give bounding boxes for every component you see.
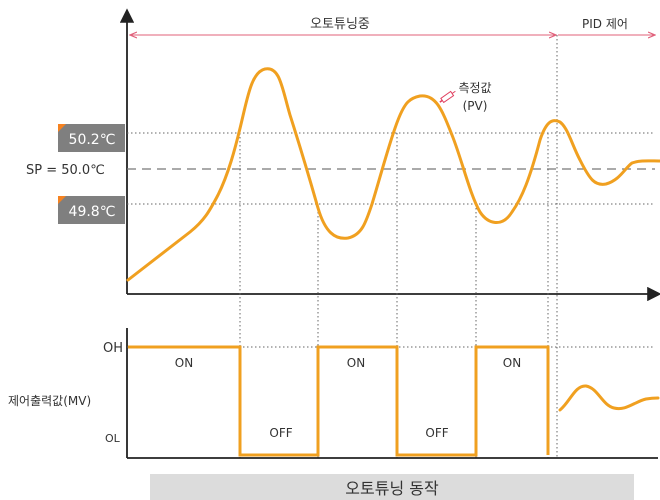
mv-output-wave [128, 345, 550, 457]
upper-band-box: 50.2℃ [58, 124, 125, 152]
syringe-icon [439, 90, 456, 104]
lower-band-label: 49.8℃ [69, 204, 116, 220]
mv-pid-wave [558, 384, 660, 412]
pv-abbr: (PV) [463, 99, 488, 113]
state-label-on: ON [347, 356, 365, 370]
pv-curve [126, 67, 660, 282]
state-label-off: OFF [269, 426, 292, 440]
pv-label: 측정값 [458, 81, 491, 95]
ol-label: OL [105, 432, 121, 445]
state-label-off: OFF [425, 426, 448, 440]
oh-label: OH [103, 341, 123, 356]
lower-band-box: 49.8℃ [58, 196, 125, 224]
setpoint-label: SP = 50.0℃ [26, 163, 105, 178]
diagram-caption: 오토튜닝 동작 [150, 474, 634, 500]
pid-phase-label: PID 제어 [582, 17, 628, 31]
autotuning-phase-label: 오토튜닝중 [310, 17, 370, 32]
upper-band-label: 50.2℃ [69, 132, 116, 148]
switch-guides [239, 133, 549, 458]
mv-axis-label: 제어출력값(MV) [8, 394, 91, 408]
state-label-on: ON [175, 356, 193, 370]
state-label-on: ON [503, 356, 521, 370]
